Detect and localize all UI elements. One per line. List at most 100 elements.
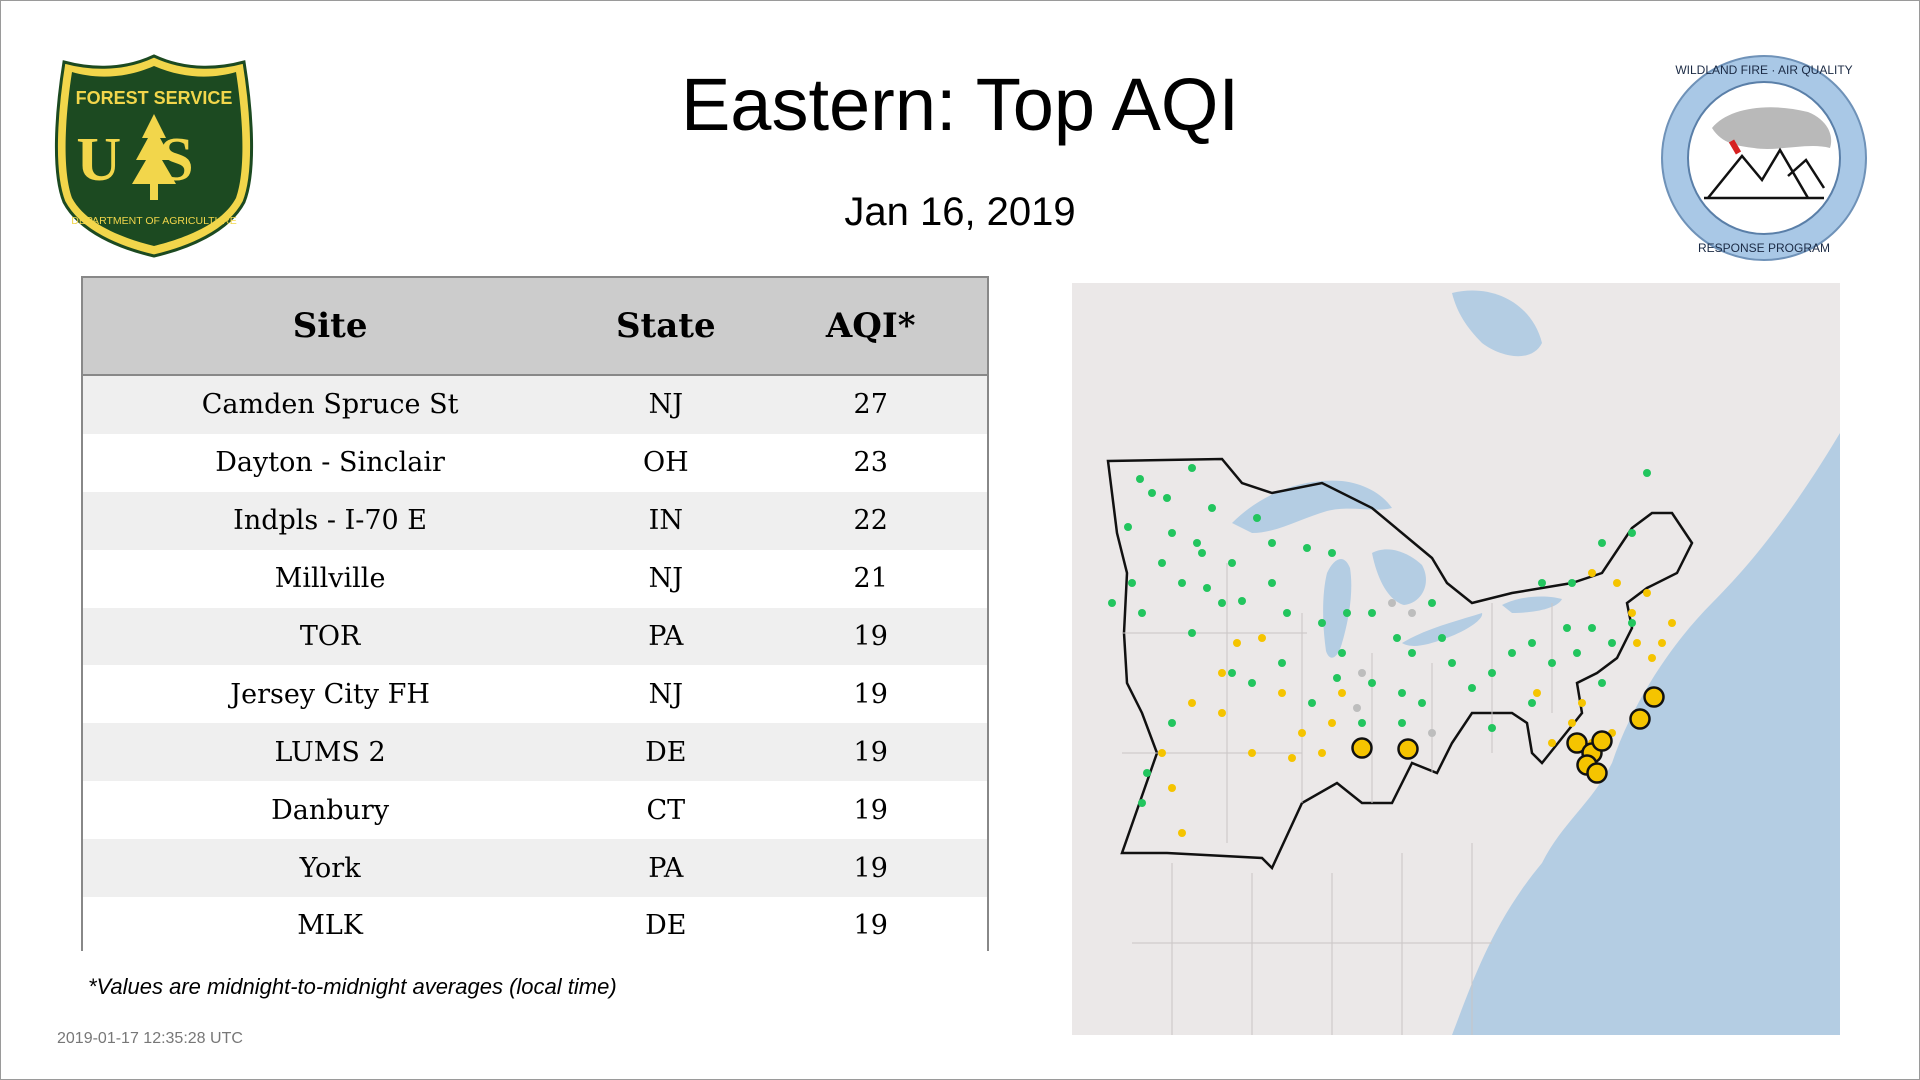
good-aqi-marker — [1203, 584, 1211, 592]
good-aqi-marker — [1198, 549, 1206, 557]
good-aqi-marker — [1328, 549, 1336, 557]
good-aqi-marker — [1598, 679, 1606, 687]
cell-aqi: 21 — [754, 549, 987, 608]
moderate-aqi-marker — [1613, 579, 1621, 587]
good-aqi-marker — [1148, 489, 1156, 497]
cell-site: Danbury — [83, 781, 578, 840]
moderate-aqi-marker — [1578, 699, 1586, 707]
good-aqi-marker — [1588, 624, 1596, 632]
good-aqi-marker — [1208, 504, 1216, 512]
good-aqi-marker — [1343, 609, 1351, 617]
top-aqi-site-marker — [1629, 708, 1651, 730]
cell-state: DE — [577, 723, 755, 782]
cell-aqi: 19 — [754, 897, 987, 955]
cell-site: York — [83, 839, 578, 898]
good-aqi-marker — [1508, 649, 1516, 657]
good-aqi-marker — [1268, 539, 1276, 547]
table-row: TOR PA 19 — [83, 607, 987, 666]
good-aqi-marker — [1168, 529, 1176, 537]
good-aqi-marker — [1338, 649, 1346, 657]
cell-state: PA — [577, 839, 755, 898]
good-aqi-marker — [1628, 529, 1636, 537]
moderate-aqi-marker — [1338, 689, 1346, 697]
top-aqi-site-marker — [1643, 686, 1665, 708]
wf-top-text: WILDLAND FIRE · AIR QUALITY — [1675, 63, 1852, 77]
moderate-aqi-marker — [1318, 749, 1326, 757]
good-aqi-marker — [1563, 624, 1571, 632]
lake-ontario — [1502, 596, 1562, 613]
table-row: Indpls - I-70 E IN 22 — [83, 491, 987, 550]
top-aqi-site-marker — [1586, 762, 1608, 784]
good-aqi-marker — [1143, 769, 1151, 777]
good-aqi-marker — [1573, 649, 1581, 657]
timestamp: 2019-01-17 12:35:28 UTC — [57, 1030, 243, 1047]
header-state: State — [577, 278, 755, 376]
good-aqi-marker — [1188, 629, 1196, 637]
footnote: *Values are midnight-to-midnight average… — [88, 974, 617, 999]
aqi-map — [1072, 283, 1840, 1035]
moderate-aqi-marker — [1668, 619, 1676, 627]
region-outline — [1106, 457, 1694, 871]
top-aqi-site-marker — [1566, 732, 1588, 754]
moderate-aqi-marker — [1648, 654, 1656, 662]
good-aqi-marker — [1228, 559, 1236, 567]
good-aqi-marker — [1218, 599, 1226, 607]
good-aqi-marker — [1238, 597, 1246, 605]
header-site: Site — [83, 278, 578, 376]
moderate-aqi-marker — [1278, 689, 1286, 697]
cell-aqi: 19 — [754, 607, 987, 666]
good-aqi-marker — [1628, 619, 1636, 627]
moderate-aqi-marker — [1568, 719, 1576, 727]
good-aqi-marker — [1528, 699, 1536, 707]
good-aqi-marker — [1368, 609, 1376, 617]
cell-site: LUMS 2 — [83, 723, 578, 782]
cell-state: NJ — [577, 665, 755, 724]
moderate-aqi-marker — [1248, 749, 1256, 757]
moderate-aqi-marker — [1328, 719, 1336, 727]
cell-site: Indpls - I-70 E — [83, 491, 578, 550]
good-aqi-marker — [1124, 523, 1132, 531]
cell-site: TOR — [83, 607, 578, 666]
fs-top-text: FOREST SERVICE — [76, 88, 233, 108]
wf-bottom-text: RESPONSE PROGRAM — [1698, 241, 1830, 255]
good-aqi-marker — [1108, 599, 1116, 607]
moderate-aqi-marker — [1633, 639, 1641, 647]
moderate-aqi-marker — [1258, 634, 1266, 642]
good-aqi-marker — [1368, 679, 1376, 687]
forest-service-logo: FOREST SERVICE US DEPARTMENT OF AGRICULT… — [54, 54, 254, 258]
moderate-aqi-marker — [1658, 639, 1666, 647]
moderate-aqi-marker — [1643, 589, 1651, 597]
good-aqi-marker — [1283, 609, 1291, 617]
cell-site: Millville — [83, 549, 578, 608]
good-aqi-marker — [1488, 669, 1496, 677]
good-aqi-marker — [1643, 469, 1651, 477]
good-aqi-marker — [1398, 719, 1406, 727]
cell-state: CT — [577, 781, 755, 840]
table-row: LUMS 2 DE 19 — [83, 723, 987, 782]
good-aqi-marker — [1228, 669, 1236, 677]
cell-state: NJ — [577, 375, 755, 434]
cell-aqi: 19 — [754, 839, 987, 898]
cell-aqi: 22 — [754, 491, 987, 550]
wildland-fire-logo: WILDLAND FIRE · AIR QUALITY RESPONSE PRO… — [1661, 55, 1867, 261]
table-row: Jersey City FH NJ 19 — [83, 665, 987, 724]
date-subtitle: Jan 16, 2019 — [844, 190, 1076, 234]
good-aqi-marker — [1248, 679, 1256, 687]
good-aqi-marker — [1138, 799, 1146, 807]
moderate-aqi-marker — [1628, 609, 1636, 617]
good-aqi-marker — [1128, 579, 1136, 587]
cell-state: NJ — [577, 549, 755, 608]
state-borders — [1122, 563, 1553, 1035]
no-data-marker — [1353, 704, 1361, 712]
good-aqi-marker — [1253, 514, 1261, 522]
cell-site: Camden Spruce St — [83, 375, 578, 434]
northern-lake — [1452, 290, 1542, 357]
good-aqi-marker — [1448, 659, 1456, 667]
cell-aqi: 19 — [754, 665, 987, 724]
moderate-aqi-marker — [1168, 784, 1176, 792]
mountain-icon — [1704, 147, 1826, 200]
moderate-aqi-marker — [1178, 829, 1186, 837]
good-aqi-marker — [1408, 649, 1416, 657]
moderate-aqi-marker — [1533, 689, 1541, 697]
lake-huron — [1372, 549, 1426, 605]
